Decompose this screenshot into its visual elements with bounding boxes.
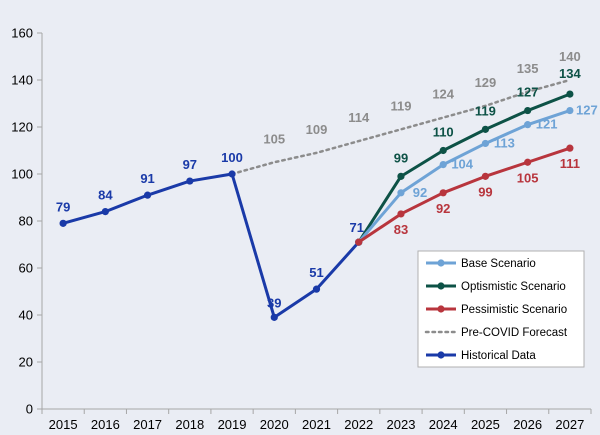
data-point-pessimistic-scenario	[355, 238, 363, 246]
data-point-historical-data	[101, 208, 109, 216]
data-point-pessimistic-scenario	[397, 210, 405, 218]
data-label-historical-data: 97	[183, 157, 197, 172]
legend-marker-pessimistic-scenario	[437, 305, 445, 313]
data-label-historical-data: 100	[221, 150, 243, 165]
data-label-pre-covid-forecast: 105	[263, 131, 285, 146]
data-label-historical-data: 91	[140, 171, 154, 186]
data-label-historical-data: 51	[309, 265, 323, 280]
data-point-base-scenario	[566, 106, 574, 115]
data-point-historical-data	[270, 313, 278, 321]
x-tick-label: 2027	[555, 417, 584, 432]
x-tick-label: 2024	[429, 417, 458, 432]
legend-marker-base-scenario	[437, 259, 445, 267]
axes: 0 20 40 60 80 100 120 140 160 2015 2016 2017 2018 201…	[11, 26, 592, 432]
data-point-optimistic-scenario	[439, 146, 447, 155]
data-label-base-scenario: 92	[413, 185, 427, 200]
series-line-pessimistic-scenario	[357, 146, 571, 244]
data-point-optimistic-scenario	[397, 172, 405, 180]
data-label-optimistic-scenario: 119	[475, 103, 496, 118]
data-point-base-scenario	[481, 139, 490, 148]
data-label-pessimistic-scenario: 111	[560, 156, 580, 171]
x-tick-label: 2020	[260, 417, 289, 432]
data-label-base-scenario: 127	[576, 103, 598, 118]
data-label-pessimistic-scenario: 105	[517, 170, 539, 185]
data-point-pessimistic-scenario	[566, 144, 574, 152]
legend-label-pessimistic-scenario: Pessimistic Scenario	[461, 304, 567, 316]
legend-label-pre-covid-forecast: Pre-COVID Forecast	[461, 327, 568, 339]
data-label-base-scenario: 121	[536, 117, 558, 132]
data-point-base-scenario	[524, 121, 532, 129]
data-label-historical-data: 79	[56, 199, 70, 214]
data-labels: 105 109 114 119 124 129 135 140 79 84 91 97 100 39 51 7…	[56, 49, 598, 310]
data-label-optimistic-scenario: 99	[394, 150, 408, 165]
data-point-base-scenario	[439, 161, 447, 169]
series-line-optimistic-scenario	[357, 92, 571, 243]
data-label-pre-covid-forecast: 140	[559, 49, 581, 64]
data-label-pre-covid-forecast: 109	[306, 122, 328, 137]
data-label-pre-covid-forecast: 114	[348, 110, 370, 125]
data-point-optimistic-scenario	[566, 90, 574, 98]
x-tick-label: 2021	[302, 417, 331, 432]
x-tick-label: 2017	[133, 417, 162, 432]
legend: Base Scenario Optismistic Scenario Pessimi…	[417, 250, 585, 368]
data-label-historical-data: 84	[98, 188, 113, 203]
y-tick-label: 100	[11, 167, 33, 182]
data-label-base-scenario: 104	[451, 157, 473, 172]
data-label-pessimistic-scenario: 92	[436, 201, 450, 216]
data-point-historical-data	[228, 170, 236, 178]
data-point-pessimistic-scenario	[481, 172, 490, 180]
data-label-pre-covid-forecast: 119	[390, 98, 411, 113]
x-tick-label: 2016	[91, 417, 120, 432]
x-tick-label: 2015	[49, 417, 78, 432]
x-tick-label: 2022	[344, 417, 373, 432]
y-tick-label: 20	[19, 355, 33, 370]
y-tick-label: 40	[19, 308, 33, 323]
data-label-pessimistic-scenario: 83	[394, 222, 408, 237]
data-label-pre-covid-forecast: 124	[432, 87, 454, 102]
legend-marker-historical-data	[437, 351, 445, 359]
y-tick-label: 160	[11, 26, 33, 41]
data-point-optimistic-scenario	[524, 106, 532, 115]
x-tick-label: 2025	[471, 417, 500, 432]
data-point-optimistic-scenario	[481, 125, 490, 133]
x-tick-label: 2019	[218, 417, 247, 432]
data-point-base-scenario	[397, 189, 405, 197]
data-point-pessimistic-scenario	[439, 189, 447, 197]
data-point-pessimistic-scenario	[524, 158, 532, 166]
data-point-historical-data	[312, 285, 321, 293]
series-line-pre-covid-forecast	[230, 78, 572, 176]
data-label-pessimistic-scenario: 99	[478, 184, 492, 199]
legend-marker-optismistic-scenario	[437, 282, 445, 290]
legend-label-historical-data: Historical Data	[461, 350, 536, 362]
y-tick-label: 120	[11, 120, 33, 135]
y-tick-label: 80	[19, 214, 33, 229]
data-label-pre-covid-forecast: 135	[517, 61, 539, 76]
y-tick-label: 140	[11, 73, 33, 88]
data-label-optimistic-scenario: 134	[559, 66, 581, 81]
x-tick-label: 2026	[513, 417, 542, 432]
data-point-historical-data	[186, 177, 194, 185]
data-label-optimistic-scenario: 127	[517, 85, 539, 100]
series-line-historical-data	[62, 172, 360, 319]
legend-label-base-scenario: Base Scenario	[461, 258, 536, 270]
data-label-historical-data: 39	[267, 295, 281, 310]
data-point-historical-data	[59, 219, 67, 227]
series-line-base-scenario	[357, 109, 571, 244]
series-lines	[59, 78, 574, 321]
data-label-pre-covid-forecast: 129	[475, 75, 497, 90]
x-tick-label: 2018	[175, 417, 204, 432]
y-tick-label: 0	[26, 402, 33, 417]
x-tick-label: 2023	[387, 417, 416, 432]
data-label-historical-data: 71	[349, 220, 363, 235]
data-point-historical-data	[143, 191, 152, 199]
data-label-base-scenario: 113	[494, 135, 515, 150]
y-tick-label: 60	[19, 261, 33, 276]
data-label-optimistic-scenario: 110	[433, 125, 454, 140]
legend-label-optismistic-scenario: Optismistic Scenario	[461, 281, 566, 293]
